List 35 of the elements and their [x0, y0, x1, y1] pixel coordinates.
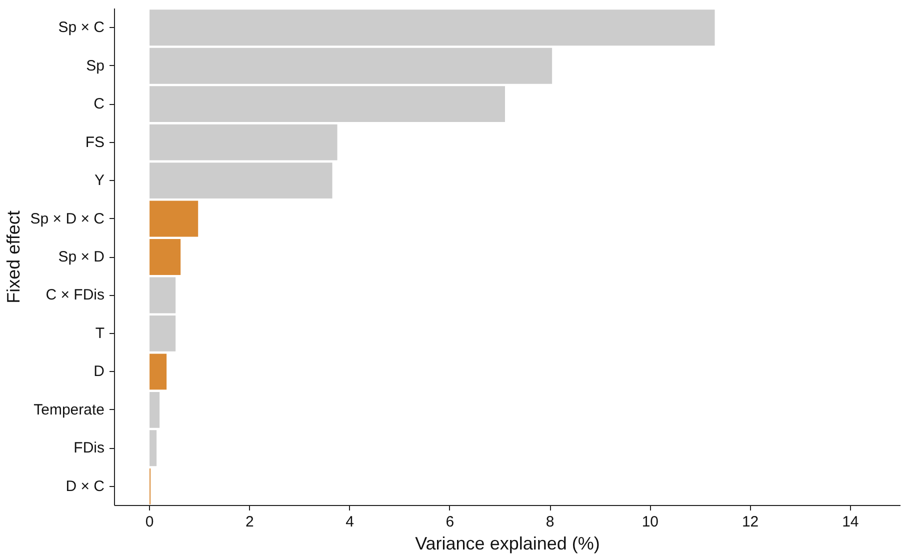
y-tick-label: FS [85, 134, 105, 151]
y-tick-label: Sp × D × C [30, 210, 105, 228]
bar [150, 48, 552, 84]
y-tick-label: FDis [74, 440, 104, 457]
y-tick-label: Temperate [34, 401, 105, 418]
y-tick-label: D × C [66, 478, 105, 495]
bar [150, 392, 160, 428]
x-tick-label: 0 [145, 514, 154, 530]
x-tick-label: 14 [842, 514, 859, 530]
bar [150, 277, 176, 314]
y-tick-label: C × FDis [46, 286, 105, 304]
x-axis-title: Variance explained (%) [415, 534, 600, 554]
bar [150, 430, 157, 466]
y-tick-label: Sp × D [58, 248, 105, 266]
bar [150, 86, 505, 122]
y-tick-label: Sp [86, 57, 105, 74]
x-tick-label: 2 [246, 514, 254, 530]
bar [150, 315, 176, 352]
y-tick-label: Sp × C [58, 19, 105, 36]
y-tick-label: C [94, 96, 105, 113]
y-tick-label: Y [94, 172, 105, 190]
x-tick-label: 8 [546, 514, 554, 530]
bar [150, 239, 181, 275]
x-tick-label: 4 [346, 514, 354, 530]
bar [150, 10, 715, 46]
bar [150, 162, 332, 199]
y-axis-title: Fixed effect [3, 210, 24, 304]
x-tick-label: 6 [446, 514, 454, 530]
bar [150, 354, 167, 390]
bar [150, 200, 198, 237]
x-tick-label: 12 [742, 514, 759, 530]
y-tick-label: D [94, 363, 105, 380]
bar [150, 124, 338, 160]
x-tick-label: 10 [642, 514, 659, 530]
y-tick-label: T [95, 324, 105, 342]
